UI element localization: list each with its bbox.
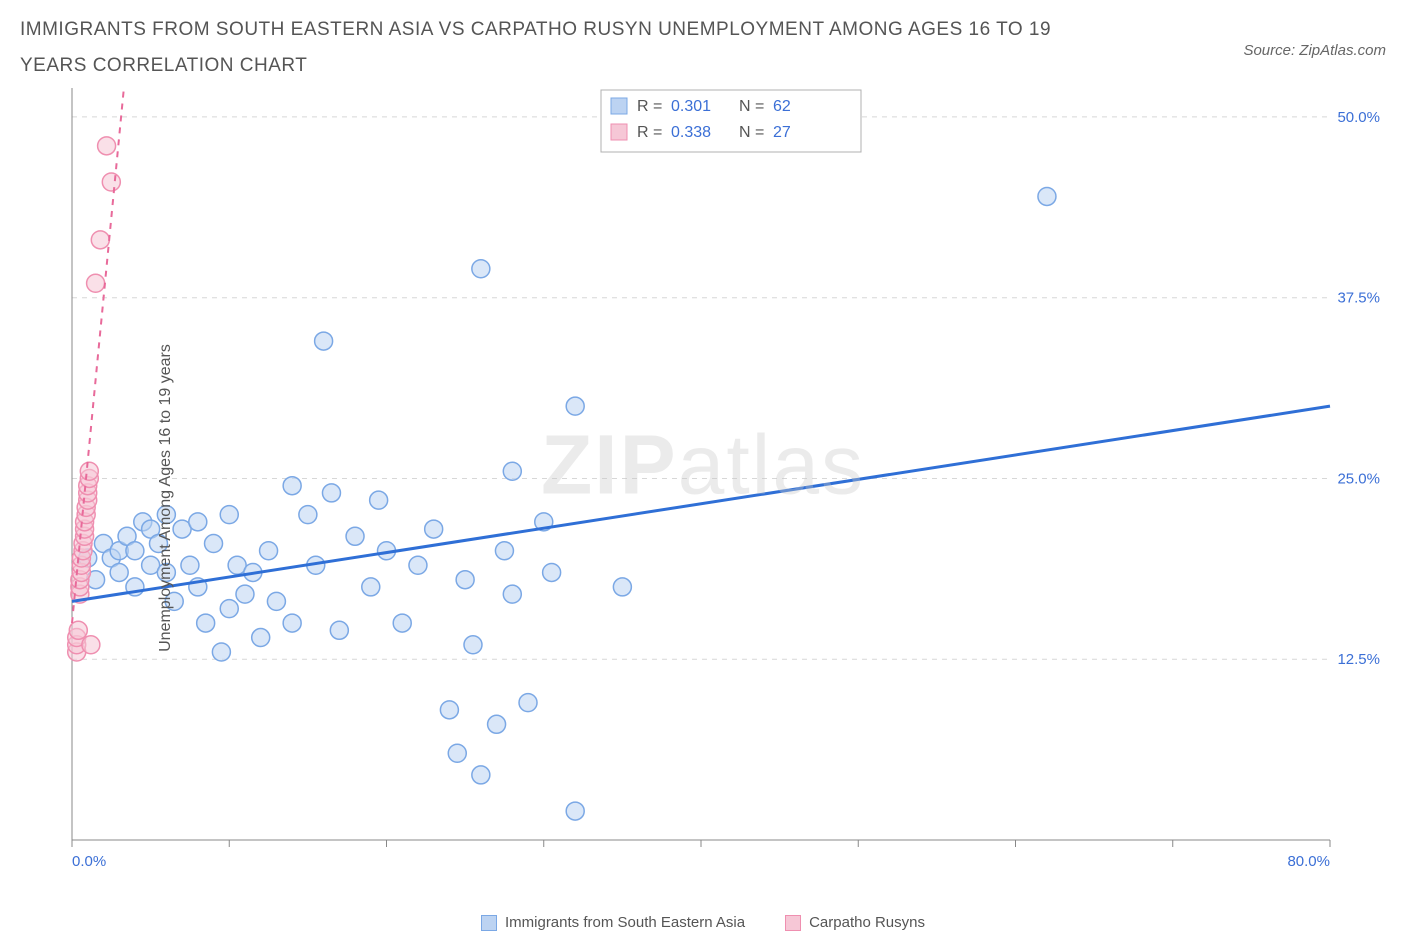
svg-text:0.0%: 0.0%: [72, 853, 106, 870]
y-axis-label: Unemployment Among Ages 16 to 19 years: [157, 344, 175, 652]
svg-text:N =: N =: [739, 124, 764, 141]
svg-text:62: 62: [773, 98, 791, 115]
svg-text:0.301: 0.301: [671, 98, 711, 115]
legend-item-series-a: Immigrants from South Eastern Asia: [481, 914, 745, 931]
legend-label-a: Immigrants from South Eastern Asia: [505, 914, 745, 931]
svg-text:50.0%: 50.0%: [1337, 109, 1380, 126]
chart-title: IMMIGRANTS FROM SOUTH EASTERN ASIA VS CA…: [20, 12, 1120, 84]
svg-text:80.0%: 80.0%: [1287, 853, 1330, 870]
legend-item-series-b: Carpatho Rusyns: [785, 914, 925, 931]
chart-container: Unemployment Among Ages 16 to 19 years Z…: [20, 88, 1386, 908]
svg-text:N =: N =: [739, 98, 764, 115]
legend-label-b: Carpatho Rusyns: [809, 914, 925, 931]
header: IMMIGRANTS FROM SOUTH EASTERN ASIA VS CA…: [20, 12, 1386, 84]
legend-swatch-b: [785, 915, 801, 931]
svg-text:37.5%: 37.5%: [1337, 290, 1380, 307]
source-attribution: Source: ZipAtlas.com: [1243, 42, 1386, 59]
svg-text:27: 27: [773, 124, 791, 141]
svg-text:R =: R =: [637, 98, 662, 115]
svg-text:0.338: 0.338: [671, 124, 711, 141]
scatter-chart: 0.0% 80.0% 12.5% 25.0% 37.5% 50.0% R = 0.301 N =…: [20, 88, 1386, 878]
legend-swatch-a: [481, 915, 497, 931]
svg-text:25.0%: 25.0%: [1337, 471, 1380, 488]
bottom-legend: Immigrants from South Eastern Asia Carpa…: [20, 914, 1386, 931]
svg-text:12.5%: 12.5%: [1337, 651, 1380, 668]
svg-text:R =: R =: [637, 124, 662, 141]
